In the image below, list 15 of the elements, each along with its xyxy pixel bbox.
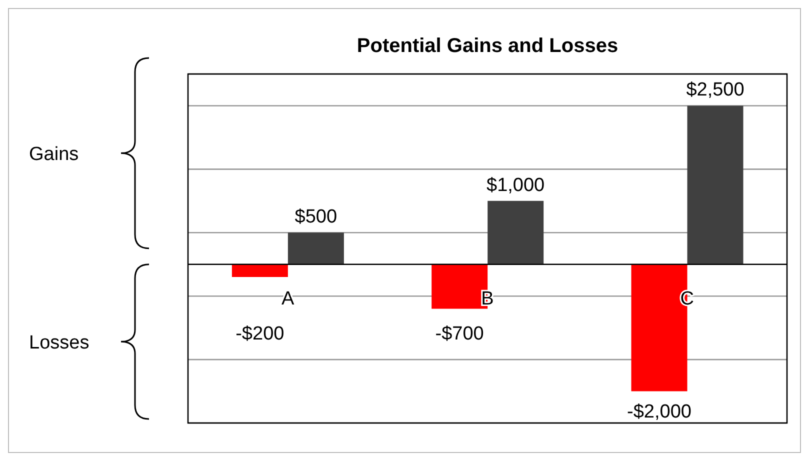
- bar: [232, 264, 288, 278]
- data-label: -$2,000: [627, 401, 692, 422]
- text: Losses: [29, 332, 90, 354]
- x-tick-label: C: [680, 288, 694, 310]
- data-label: $2,500: [686, 80, 744, 101]
- data-label: $1,000: [486, 174, 545, 196]
- chart-title: Potential Gains and Losses: [356, 35, 620, 58]
- data-label: -$200: [236, 323, 284, 344]
- data-label: -$700: [435, 323, 484, 344]
- text: Gains: [29, 144, 79, 166]
- bar: [288, 232, 344, 264]
- data-label: $500: [294, 206, 338, 228]
- bar: [488, 200, 544, 264]
- x-tick-label: A: [281, 288, 294, 310]
- bar: [687, 106, 744, 264]
